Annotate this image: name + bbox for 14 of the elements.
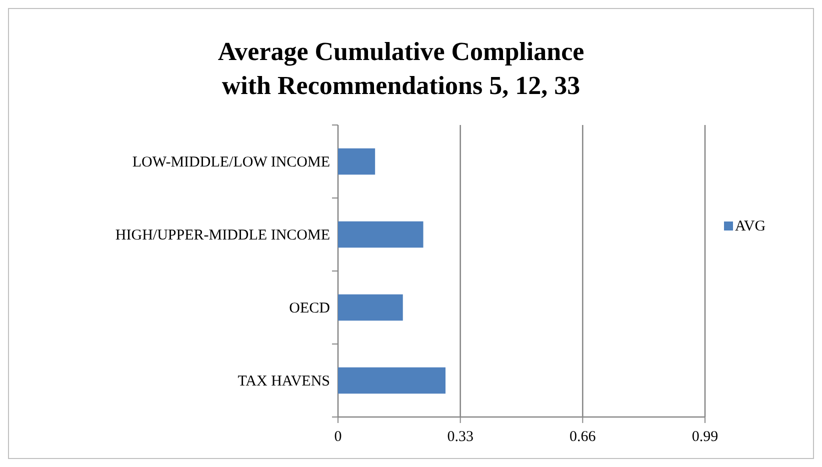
y-tick-label: HIGH/UPPER-MIDDLE INCOME — [115, 228, 330, 244]
bar — [338, 148, 376, 175]
bar — [338, 294, 403, 321]
y-tick-label: LOW-MIDDLE/LOW INCOME — [132, 154, 330, 170]
x-tick-label: 0.33 — [447, 429, 474, 445]
x-tick-label: 0 — [334, 429, 342, 445]
bar — [338, 221, 424, 248]
x-tick-label: 0.99 — [692, 429, 718, 445]
legend-label: AVG — [735, 218, 766, 234]
bar — [338, 367, 446, 394]
chart-title: Average Cumulative Compliance with Recommendations 5, 12, 33 — [218, 37, 584, 100]
y-tick-label: TAX HAVENS — [238, 374, 330, 390]
y-tick-label: OECD — [289, 300, 330, 316]
x-tick-label: 0.66 — [570, 429, 596, 445]
